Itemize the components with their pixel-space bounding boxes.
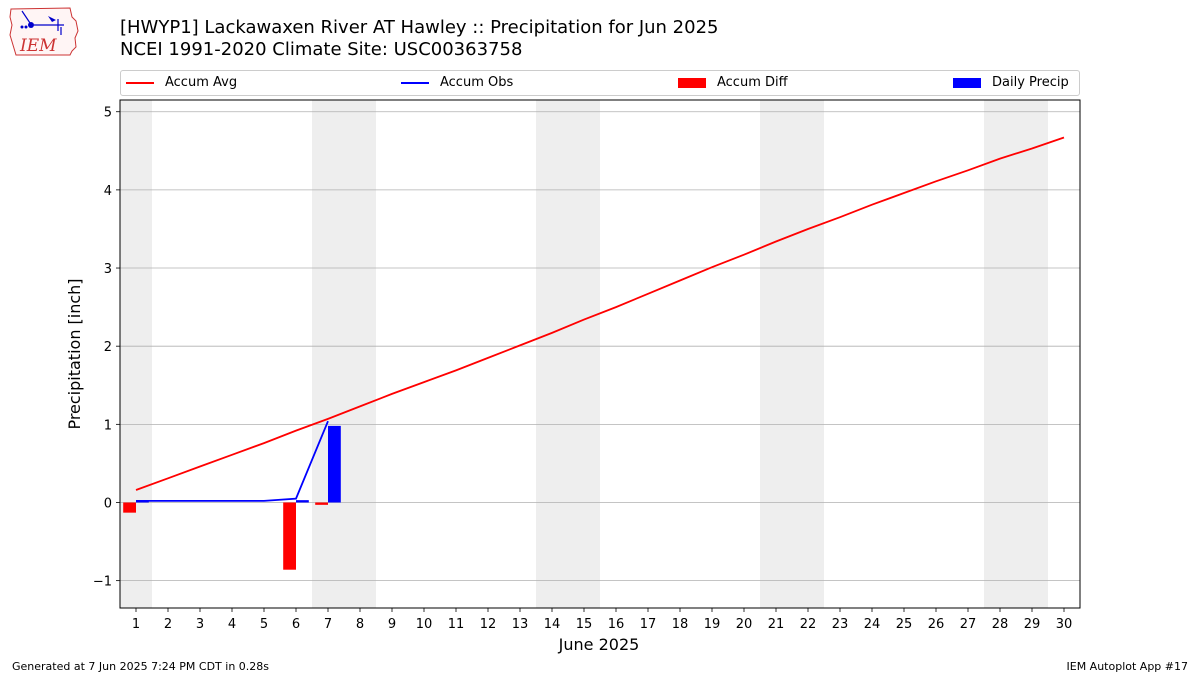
y-axis-label: Precipitation [inch] [65, 278, 84, 429]
x-tick-label: 14 [544, 617, 561, 632]
x-tick-label: 10 [416, 617, 433, 632]
accum-diff-bar-day-1 [123, 502, 136, 513]
x-tick-label: 20 [736, 617, 753, 632]
legend-swatch-daily-precip [953, 78, 981, 88]
y-tick-label: 2 [104, 340, 112, 355]
legend-label-accum-diff: Accum Diff [717, 75, 788, 90]
x-tick-label: 15 [576, 617, 593, 632]
x-tick-label: 2 [164, 617, 172, 632]
weekend-shade-day-21 [760, 100, 792, 608]
daily-precip-bar-day-7 [328, 425, 341, 503]
x-tick-label: 28 [992, 617, 1009, 632]
x-tick-label: 24 [864, 617, 881, 632]
y-tick-label: 5 [104, 106, 112, 121]
x-tick-label: 17 [640, 617, 657, 632]
x-tick-label: 16 [608, 617, 625, 632]
weekend-shade-day-22 [792, 100, 824, 608]
footer-generated: Generated at 7 Jun 2025 7:24 PM CDT in 0… [12, 660, 270, 673]
accum-avg-line [135, 136, 1065, 491]
iem-logo-icon: IEM [8, 5, 80, 59]
x-tick-label: 30 [1056, 617, 1073, 632]
x-tick-label: 21 [768, 617, 785, 632]
y-tick-label: 4 [104, 184, 112, 199]
weekend-shade-day-15 [568, 100, 600, 608]
footer-app: IEM Autoplot App #17 [1066, 660, 1189, 673]
x-tick-label: 27 [960, 617, 977, 632]
chart-title: [HWYP1] Lackawaxen River AT Hawley :: Pr… [120, 17, 719, 38]
x-tick-label: 23 [832, 617, 849, 632]
x-tick-label: 4 [228, 617, 236, 632]
x-tick-label: 1 [132, 617, 140, 632]
y-tick-label: 3 [104, 262, 112, 277]
x-tick-label: 3 [196, 617, 204, 632]
x-tick-label: 25 [896, 617, 913, 632]
daily-precip-bar-day-6 [296, 500, 309, 503]
x-axis-label: June 2025 [558, 635, 640, 654]
accum-diff-bar-day-6 [283, 502, 296, 570]
weekend-shade-day-28 [984, 100, 1016, 608]
legend-label-accum-obs: Accum Obs [440, 75, 514, 90]
accum-diff-bar-day-7 [315, 502, 328, 505]
x-tick-label: 19 [704, 617, 721, 632]
x-tick-label: 11 [448, 617, 465, 632]
x-tick-label: 9 [388, 617, 396, 632]
y-tick-label: 1 [104, 418, 112, 433]
y-tick-label: 0 [104, 496, 112, 511]
legend-label-daily-precip: Daily Precip [992, 75, 1069, 90]
legend-label-accum-avg: Accum Avg [165, 75, 238, 90]
plot-frame [119, 99, 1081, 609]
x-tick-label: 5 [260, 617, 268, 632]
x-tick-label: 13 [512, 617, 529, 632]
weekend-shade-day-1 [120, 100, 152, 608]
legend-swatch-accum-obs [401, 82, 429, 84]
x-tick-label: 8 [356, 617, 364, 632]
weekend-shade-day-29 [1016, 100, 1048, 608]
chart-legend: Accum Avg Accum Obs Accum Diff Daily Pre… [120, 70, 1080, 96]
y-tick-label: −1 [93, 575, 112, 590]
x-tick-label: 7 [324, 617, 332, 632]
logo-text: IEM [19, 36, 57, 56]
chart-subtitle: NCEI 1991-2020 Climate Site: USC00363758 [120, 39, 523, 60]
x-tick-label: 26 [928, 617, 945, 632]
accum-obs-line [136, 420, 329, 502]
weekend-shade-day-8 [344, 100, 376, 608]
legend-swatch-accum-avg [126, 82, 154, 84]
x-tick-label: 12 [480, 617, 497, 632]
weekend-shade-day-14 [536, 100, 568, 608]
x-tick-label: 22 [800, 617, 817, 632]
legend-swatch-accum-diff [678, 78, 706, 88]
x-tick-label: 6 [292, 617, 300, 632]
x-tick-label: 18 [672, 617, 689, 632]
x-tick-label: 29 [1024, 617, 1041, 632]
weekend-shade-day-7 [312, 100, 344, 608]
